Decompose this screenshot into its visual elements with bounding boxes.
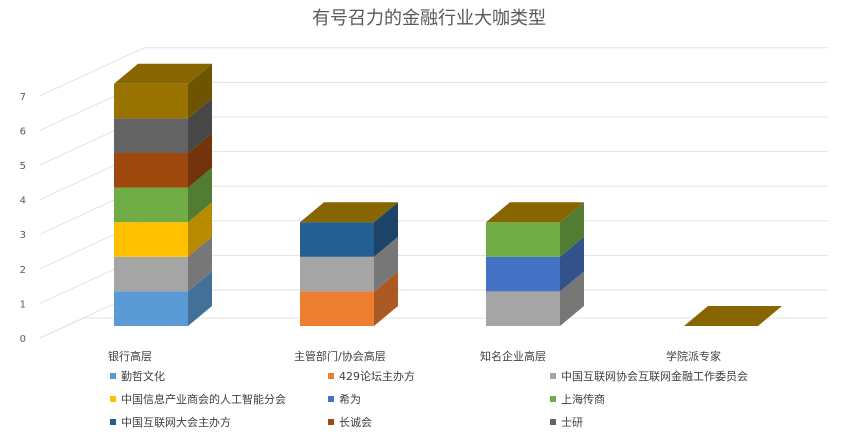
bar-face [114,83,188,119]
bar-side [374,271,398,326]
legend-item: 勤哲文化 [110,370,165,384]
bar-top [486,202,584,223]
category-label: 学院派专家 [666,349,721,363]
legend-item: 上海传商 [550,393,605,407]
y-tick-label: 0 [20,334,26,345]
bar-segment [300,202,398,257]
legend-label: 希为 [339,393,361,406]
bar-side [374,236,398,292]
bar-top [684,306,782,326]
bar-face [486,291,560,326]
legend-label: 上海传商 [561,393,605,406]
bar-segment [300,271,398,326]
bar-side [188,236,212,292]
legend-label: 长诚会 [339,416,372,429]
legend-swatch [110,396,116,402]
legend-item: 429论坛主办方 [328,370,415,384]
y-tick-label: 6 [20,126,26,137]
legend-label: 中国互联网大会主办方 [121,416,231,429]
y-tick-label: 7 [20,92,26,103]
bar-segment [114,133,212,188]
y-tick-label: 3 [20,230,26,241]
y-axis: 0 1 2 3 4 5 6 7 [20,92,26,345]
legend-swatch [328,373,334,379]
bar-face [300,222,374,257]
legend-swatch [550,373,556,379]
bar-face [114,118,188,153]
category-label: 银行高层 [108,349,152,363]
bar-segment [114,63,212,119]
bar-segment [114,236,212,292]
legend-item: 希为 [328,393,361,407]
legend-item: 中国信息产业商会的人工智能分会 [110,393,286,407]
bar-segment [114,167,212,223]
bars [114,63,782,326]
legend-swatch [110,373,116,379]
legend-label: 中国信息产业商会的人工智能分会 [121,393,286,406]
legend-label: 勤哲文化 [121,370,165,383]
bar-segment [300,236,398,292]
bar-top [300,202,398,223]
bar-side [188,63,212,119]
bar-side [560,271,584,326]
bar-face [300,291,374,326]
bar-side [374,202,398,257]
category-label: 主管部门/协会高层 [294,349,386,363]
x-axis: 银行高层 主管部门/协会高层 知名企业高层 学院派专家 [108,349,721,363]
bar-face [114,222,188,257]
y-tick-label: 5 [20,161,26,172]
y-tick-label: 4 [20,196,26,207]
legend-label: 429论坛主办方 [339,370,415,383]
bar-top [114,63,212,84]
legend-swatch [110,419,116,425]
legend-swatch [328,396,334,402]
legend-label: 士研 [561,416,583,429]
bar-face [486,256,560,292]
legend-item: 中国互联网协会互联网金融工作委员会 [550,370,748,384]
bar-face [300,256,374,292]
y-tick-label: 1 [20,299,26,310]
bar-side [188,167,212,223]
bar-segment [114,98,212,153]
bar-face [114,153,188,188]
bar-side [188,202,212,257]
bar-face [114,256,188,292]
bar-face [486,222,560,257]
legend-item: 中国互联网大会主办方 [110,416,231,430]
bar-face [114,291,188,326]
legend-swatch [328,419,334,425]
bar-segment [486,202,584,257]
bar-side [560,202,584,257]
gridline [39,47,828,97]
bar-side [188,98,212,153]
bar-face [114,187,188,223]
legend-label: 中国互联网协会互联网金融工作委员会 [561,370,748,383]
legend-item: 长诚会 [328,416,372,430]
chart-title: 有号召力的金融行业大咖类型 [312,8,546,29]
bar-segment [114,202,212,257]
legend-item: 士研 [550,416,583,430]
bar-side [188,133,212,188]
legend-swatch [550,419,556,425]
bar-side [560,236,584,292]
y-tick-label: 2 [20,265,26,276]
bar-segment [486,236,584,292]
bar-side [188,271,212,326]
legend-swatch [550,396,556,402]
bar-segment [486,271,584,326]
bar-segment [114,271,212,326]
category-label: 知名企业高层 [480,349,546,363]
